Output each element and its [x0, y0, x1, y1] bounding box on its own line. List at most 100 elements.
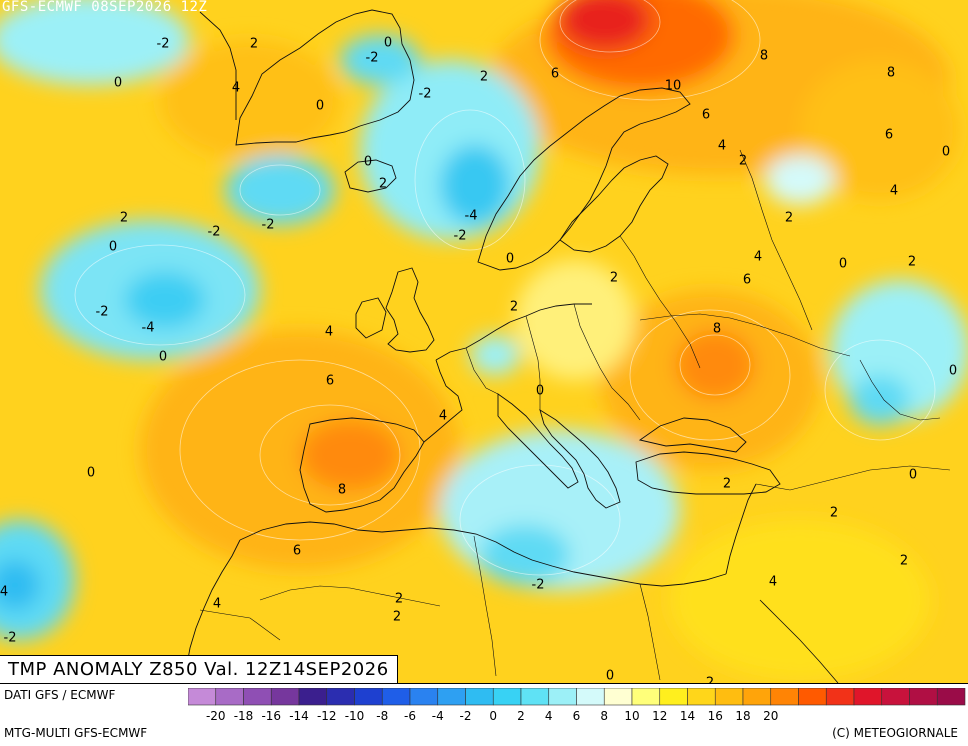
- legend-swatch: [548, 688, 577, 706]
- warm-area-iberia-core: [300, 420, 400, 490]
- coast-turkey: [635, 451, 781, 495]
- contour-label: 0: [109, 240, 117, 255]
- contour-label: 6: [743, 273, 751, 288]
- contour-label: 4: [213, 597, 221, 612]
- coast-greenland-west: [199, 11, 237, 120]
- contour-label: 2: [900, 554, 908, 569]
- contour-label: 2: [723, 477, 731, 492]
- contour-label: -2: [532, 578, 545, 593]
- legend-tick-label: 16: [708, 709, 723, 723]
- legend-swatch: [520, 688, 550, 706]
- neutral-area-east: [765, 155, 835, 205]
- contour-label: 0: [506, 252, 514, 267]
- warm-area-africa: [670, 520, 930, 680]
- contour-label: 2: [379, 177, 387, 192]
- warm-area-iberia: [140, 330, 460, 570]
- coast-france: [423, 359, 463, 443]
- contour-label: 0: [949, 364, 957, 379]
- contour-label: 0: [909, 468, 917, 483]
- legend-swatch: [437, 688, 466, 706]
- legend-tick-label: 18: [735, 709, 750, 723]
- contour-label: 4: [890, 184, 898, 199]
- contour-label: 2: [739, 154, 747, 169]
- contour-label: -4: [465, 209, 478, 224]
- contour-label: 0: [316, 99, 324, 114]
- cold-area-libya-sea: [480, 525, 570, 585]
- legend-swatch: [770, 688, 799, 706]
- contour-label: 2: [908, 255, 916, 270]
- legend-tick-label: 4: [545, 709, 553, 723]
- legend-swatch: [714, 688, 744, 706]
- footer: DATI GFS / ECMWF MTG-MULTI GFS-ECMWF (C)…: [0, 683, 968, 746]
- coast-atlantic-africa: [185, 539, 241, 671]
- legend-swatch: [576, 688, 605, 706]
- contour-label: 6: [293, 544, 301, 559]
- contour-label: 6: [326, 374, 334, 389]
- field-title: TMP ANOMALY Z850 Val. 12Z14SEP2026: [0, 655, 398, 683]
- legend-tick-label: -14: [289, 709, 309, 723]
- legend-swatch: [603, 688, 633, 706]
- contour-label: 0: [839, 257, 847, 272]
- contour-label: -2: [366, 51, 379, 66]
- contour-label: -2: [157, 37, 170, 52]
- coast-great-britain: [385, 267, 435, 353]
- legend-tick-label: -18: [234, 709, 254, 723]
- coast-italy: [497, 393, 579, 489]
- contour-label: 4: [439, 409, 447, 424]
- legend-swatch: [798, 688, 827, 706]
- legend-swatch: [659, 688, 688, 706]
- legend-swatch: [354, 688, 383, 706]
- contour-label: 4: [325, 325, 333, 340]
- legend-tick-label: 6: [573, 709, 581, 723]
- legend-tick-label: -16: [261, 709, 281, 723]
- cold-area-greenland-east: [340, 35, 420, 85]
- coast-ireland: [355, 297, 387, 339]
- contour-label: 0: [159, 350, 167, 365]
- legend-tick-label: 20: [763, 709, 778, 723]
- contour-label: 4: [769, 575, 777, 590]
- contour-label: -2: [454, 229, 467, 244]
- coast-greenland: [235, 9, 415, 146]
- anomaly-shading: [0, 0, 968, 680]
- contour-label: 2: [480, 70, 488, 85]
- coast-north-africa: [239, 521, 727, 587]
- legend-swatch: [326, 688, 355, 706]
- color-legend: -20 -18 -16 -14 -12 -10 -8 -6 -4 -2 0 2 4 6 8 10 12 14 16 1…: [188, 688, 966, 723]
- legend-swatch: [298, 688, 328, 706]
- border-europe-6: [639, 313, 851, 357]
- cold-area-arctic-nw: [0, 0, 190, 85]
- border-africa-4: [199, 609, 281, 641]
- contour-label: 0: [536, 384, 544, 399]
- contour-label: 4: [0, 585, 8, 600]
- coast-iceland: [344, 159, 397, 193]
- legend-swatch: [936, 688, 966, 706]
- contour-label: 0: [942, 145, 950, 160]
- border-caspian: [859, 359, 941, 421]
- contour-label: 8: [338, 483, 346, 498]
- anomaly-map: -2 2 0 -2 6 2 8 8 10 0 4 -2 0 6 6 4 2 0 0 2 4 2 -2 -2 -4 -2 2 0 0 4 0 2…: [0, 0, 968, 683]
- legend-tick-label: -20: [206, 709, 226, 723]
- legend-swatch: [909, 688, 938, 706]
- contour-label: 8: [887, 66, 895, 81]
- legend-tick-label: -8: [376, 709, 388, 723]
- contour-label: 6: [702, 108, 710, 123]
- legend-tick-label: -10: [345, 709, 365, 723]
- legend-tick-label: -12: [317, 709, 337, 723]
- contour-label: 2: [610, 271, 618, 286]
- border-europe-3: [573, 303, 641, 421]
- warm-area-carpathians-core: [675, 330, 755, 400]
- legend-swatch: [465, 688, 494, 706]
- contour-label: 0: [114, 76, 122, 91]
- contour-label: 8: [713, 322, 721, 337]
- contour-label: 0: [364, 155, 372, 170]
- legend-swatch: [409, 688, 439, 706]
- border-europe-5: [739, 149, 813, 331]
- contour-label: 4: [718, 139, 726, 154]
- legend-swatch: [631, 688, 661, 706]
- neutral-area-north-central: [515, 260, 635, 380]
- legend-swatch: [215, 688, 244, 706]
- legend-tick-label: 12: [652, 709, 667, 723]
- coastlines-and-borders: [185, 9, 951, 683]
- coast-balkans-greece: [539, 408, 621, 509]
